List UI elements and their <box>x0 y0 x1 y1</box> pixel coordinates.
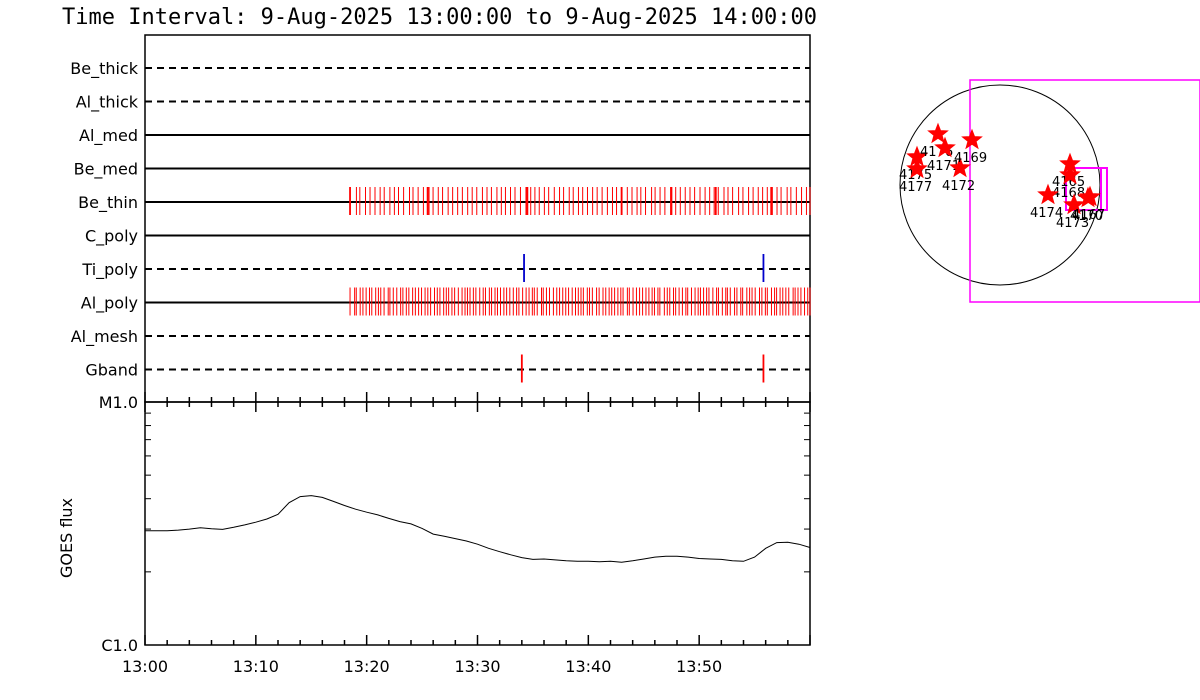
x-tick-label: 13:50 <box>676 657 722 676</box>
timeline-row-label: Ti_poly <box>81 260 138 280</box>
timeline-row-label: Al_poly <box>81 294 138 314</box>
active-region-label: 4169 <box>954 151 987 166</box>
timeline-row-label: Al_med <box>79 126 138 146</box>
active-region-star <box>961 128 983 150</box>
active-region-label: 4174 <box>1030 206 1063 221</box>
active-region-star <box>906 157 928 179</box>
timeline-row-label: Al_mesh <box>71 327 138 347</box>
x-tick-label: 13:40 <box>565 657 611 676</box>
active-region-label: 4172 <box>942 179 975 194</box>
timeline-row-label: Al_thick <box>76 93 139 113</box>
active-region-label: 4173 <box>1056 216 1089 231</box>
active-region-label: 4171 <box>927 159 960 174</box>
active-region-label: 4167 <box>1072 208 1105 223</box>
active-region-star <box>1059 163 1081 185</box>
goes-flux-line <box>145 495 811 563</box>
fov-box <box>969 79 1200 303</box>
active-region-label: 4175 <box>899 168 932 183</box>
x-tick-label: 13:10 <box>233 657 279 676</box>
timeline-frame <box>144 34 811 403</box>
goes-flux-panel: 13:00 13:10 13:20 13:30 13:40 13:50 M1.0 C1.0 GO… <box>57 392 811 676</box>
active-region-label: 4177 <box>899 180 932 195</box>
active-region-star <box>927 122 949 144</box>
time-interval-title: Time Interval: 9-Aug-2025 13:00:00 to 9-… <box>62 5 817 30</box>
x-tick-label: 13:20 <box>344 657 390 676</box>
active-region-star <box>934 136 956 158</box>
x-tick-label: 13:00 <box>122 657 168 676</box>
timeline-row-label: Be_med <box>74 160 138 180</box>
roi-box <box>1065 167 1108 211</box>
active-region-star <box>949 156 971 178</box>
goes-frame <box>144 401 811 646</box>
active-region-label: 4170 <box>1070 209 1103 224</box>
active-region-star <box>1037 183 1059 205</box>
active-region-label: 4168 <box>1052 186 1085 201</box>
attenuator-timeline-panel: Be_thick Al_thick Al_med Be_med Be_thin C_pol… <box>70 34 811 403</box>
y-tick-label: M1.0 <box>99 393 138 412</box>
y-tick-label: C1.0 <box>101 636 138 655</box>
timeline-row-label: Be_thin <box>78 193 138 213</box>
y-axis-label: GOES flux <box>57 498 76 578</box>
active-region-star <box>1063 193 1085 215</box>
timeline-row-label: Be_thick <box>70 59 138 79</box>
timeline-row-label: C_poly <box>85 227 138 247</box>
active-region-star <box>1079 185 1101 207</box>
x-tick-label: 13:30 <box>454 657 500 676</box>
active-region-label: 4165 <box>1052 175 1085 190</box>
timeline-row-label: Gband <box>85 361 138 380</box>
